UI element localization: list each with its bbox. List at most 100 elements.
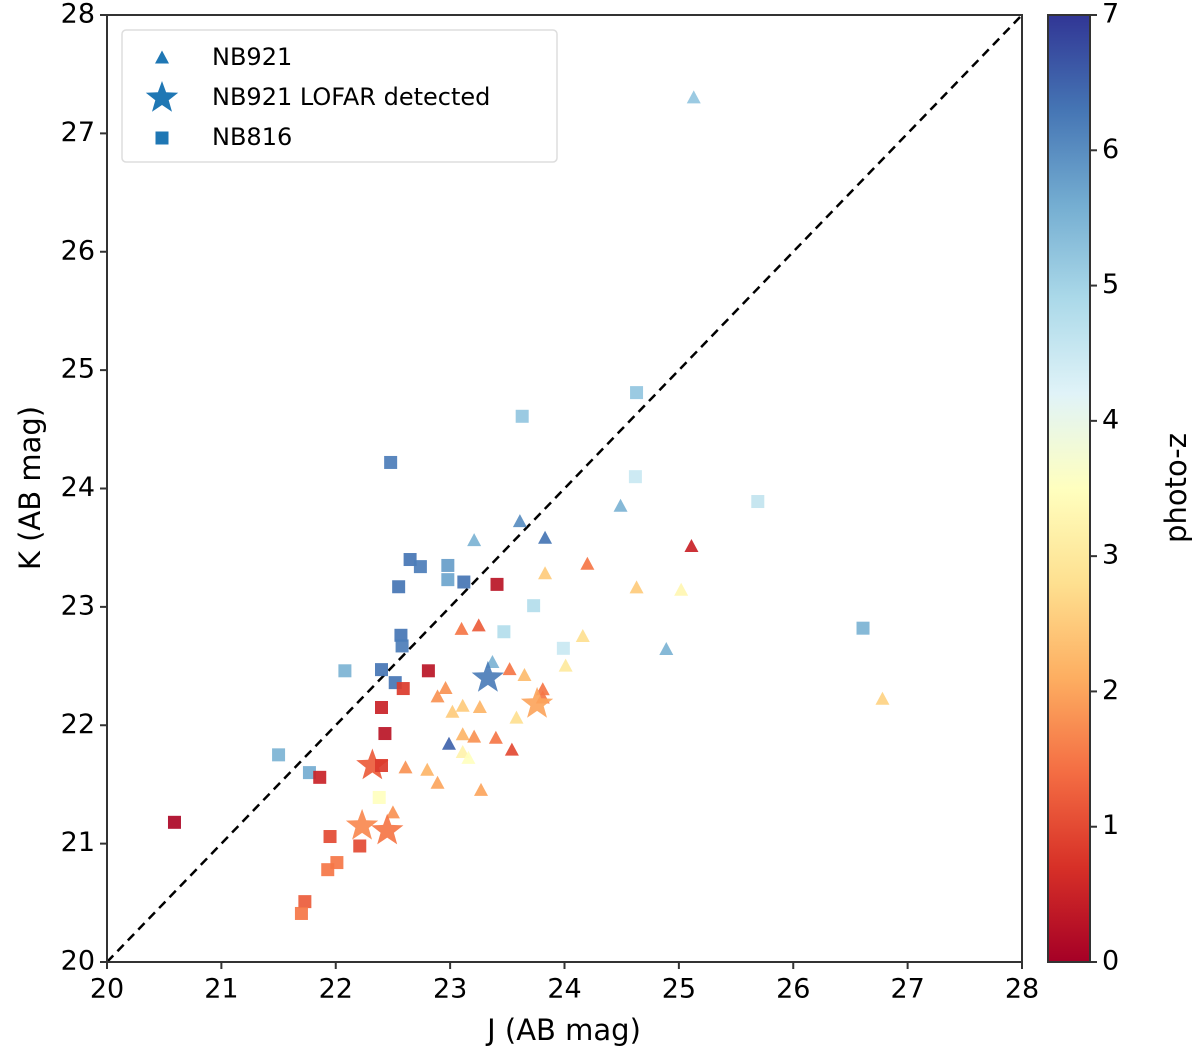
triangle-marker <box>575 628 590 642</box>
square-marker <box>372 790 386 804</box>
square-marker <box>403 553 417 567</box>
square-marker <box>527 599 541 613</box>
square-marker <box>490 577 504 591</box>
triangle-marker <box>684 539 699 553</box>
colorbar-tick-label: 0 <box>1102 946 1119 977</box>
square-marker <box>856 621 870 635</box>
triangle-marker <box>467 729 482 743</box>
colorbar-tick-label: 1 <box>1102 810 1119 841</box>
colorbar-tick-label: 2 <box>1102 675 1119 706</box>
triangle-marker <box>398 760 413 774</box>
triangle-marker <box>659 641 674 655</box>
y-tick-label: 24 <box>61 472 95 503</box>
square-marker <box>155 131 169 145</box>
colorbar-label: photo-z <box>1159 433 1193 543</box>
x-axis-label: J (AB mag) <box>485 1013 641 1047</box>
y-tick-label: 21 <box>61 827 95 858</box>
triangle-marker <box>517 668 532 682</box>
triangle-marker <box>461 750 476 764</box>
triangle-marker <box>875 691 890 705</box>
y-tick-label: 22 <box>61 709 95 740</box>
y-tick-label: 28 <box>61 0 95 30</box>
triangle-marker <box>509 710 524 724</box>
square-marker <box>375 700 388 714</box>
triangle-marker <box>454 621 469 635</box>
square-marker <box>556 641 570 655</box>
square-marker <box>413 560 427 574</box>
triangle-marker <box>472 699 487 713</box>
square-marker <box>298 895 312 909</box>
colorbar-tick-label: 3 <box>1102 540 1119 571</box>
square-marker <box>457 575 471 589</box>
legend-label: NB816 <box>212 123 292 151</box>
triangle-marker <box>385 805 400 819</box>
triangle-marker <box>502 662 517 676</box>
square-marker <box>272 748 286 762</box>
star-marker <box>356 748 389 780</box>
x-tick-label: 28 <box>1005 974 1039 1005</box>
triangle-marker <box>504 742 519 756</box>
colorbar-tick-label: 6 <box>1102 134 1119 165</box>
triangle-marker <box>686 90 701 104</box>
square-marker <box>396 682 410 696</box>
triangle-marker <box>558 658 573 672</box>
triangle-marker <box>430 775 445 789</box>
star-marker <box>371 813 404 845</box>
x-tick-label: 23 <box>433 974 467 1005</box>
square-marker <box>441 573 455 587</box>
x-tick-label: 20 <box>90 974 124 1005</box>
triangle-marker <box>538 566 553 580</box>
triangle-marker <box>474 782 489 796</box>
square-marker <box>294 906 308 920</box>
x-tick-label: 27 <box>890 974 924 1005</box>
square-marker <box>395 639 409 653</box>
square-marker <box>751 495 765 509</box>
triangle-marker <box>538 530 553 544</box>
y-tick-label: 20 <box>61 946 95 977</box>
triangle-marker <box>674 582 689 596</box>
square-marker <box>421 664 435 678</box>
legend-label: NB921 <box>212 43 292 71</box>
x-tick-label: 26 <box>776 974 810 1005</box>
square-marker <box>313 770 327 784</box>
triangle-marker <box>441 736 456 750</box>
square-marker <box>392 580 406 594</box>
triangle-marker <box>455 744 470 758</box>
square-marker <box>323 830 337 844</box>
triangle-marker <box>580 556 595 570</box>
triangle-marker <box>455 727 470 741</box>
colorbar-tick-label: 5 <box>1102 269 1119 300</box>
triangle-marker <box>155 50 169 64</box>
square-marker <box>384 455 398 469</box>
x-tick-label: 25 <box>662 974 696 1005</box>
triangle-marker <box>535 682 550 696</box>
star-marker <box>520 686 554 718</box>
x-tick-label: 21 <box>204 974 238 1005</box>
triangle-marker <box>488 730 503 744</box>
legend-box <box>121 29 558 163</box>
y-axis-label: K (AB mag) <box>13 406 47 570</box>
y-tick-label: 26 <box>61 235 95 266</box>
square-marker <box>394 628 408 642</box>
square-marker <box>353 839 367 853</box>
square-marker <box>375 758 388 772</box>
colorbar-tick-label: 4 <box>1102 404 1119 435</box>
y-tick-label: 25 <box>61 354 95 385</box>
legend-label: NB921 LOFAR detected <box>212 83 490 111</box>
square-marker <box>330 856 344 870</box>
square-marker <box>378 727 392 741</box>
one-to-one-line <box>106 14 1023 963</box>
square-marker <box>167 815 181 829</box>
triangle-marker <box>445 704 460 718</box>
triangle-marker <box>613 498 628 512</box>
triangle-marker <box>467 533 482 547</box>
square-marker <box>497 625 511 639</box>
star-marker <box>471 660 504 692</box>
square-marker <box>375 663 388 677</box>
star-marker <box>345 808 379 840</box>
triangle-marker <box>420 762 435 776</box>
square-marker <box>338 664 352 678</box>
square-marker <box>302 766 316 780</box>
star-marker <box>145 81 179 112</box>
